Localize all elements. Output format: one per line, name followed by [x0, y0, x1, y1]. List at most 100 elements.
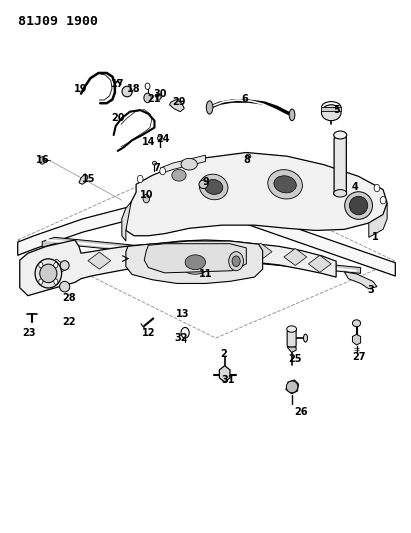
Polygon shape: [287, 329, 296, 347]
Ellipse shape: [334, 131, 347, 139]
Circle shape: [156, 94, 161, 100]
Text: 4: 4: [351, 182, 358, 192]
Ellipse shape: [303, 334, 307, 342]
Text: 15: 15: [83, 174, 96, 184]
Text: 22: 22: [62, 317, 76, 327]
Polygon shape: [249, 243, 272, 260]
Polygon shape: [79, 174, 88, 184]
Ellipse shape: [152, 161, 157, 165]
Text: 2: 2: [220, 349, 227, 359]
Text: 31: 31: [221, 375, 235, 385]
Text: 7: 7: [153, 164, 160, 173]
Text: 13: 13: [176, 309, 190, 319]
Text: 21: 21: [148, 94, 161, 104]
Polygon shape: [210, 240, 233, 257]
Text: 28: 28: [62, 293, 76, 303]
Text: 32: 32: [174, 333, 188, 343]
Text: 3: 3: [367, 285, 374, 295]
Polygon shape: [122, 202, 131, 241]
Text: 20: 20: [111, 113, 125, 123]
Circle shape: [143, 195, 150, 203]
Ellipse shape: [353, 320, 360, 327]
Ellipse shape: [181, 158, 197, 170]
Polygon shape: [45, 259, 68, 276]
Polygon shape: [161, 155, 206, 174]
Polygon shape: [170, 242, 192, 259]
Text: 26: 26: [295, 407, 308, 417]
Text: 5: 5: [333, 105, 339, 115]
Polygon shape: [126, 241, 263, 284]
Polygon shape: [88, 252, 111, 269]
Ellipse shape: [122, 86, 132, 97]
Circle shape: [137, 175, 143, 183]
Text: 29: 29: [172, 97, 186, 107]
Polygon shape: [284, 248, 307, 265]
Text: 16: 16: [35, 156, 49, 165]
Circle shape: [39, 262, 43, 268]
Ellipse shape: [157, 136, 162, 140]
Ellipse shape: [349, 196, 368, 215]
Polygon shape: [46, 239, 356, 272]
Ellipse shape: [40, 264, 57, 282]
Circle shape: [144, 93, 151, 103]
Text: 1: 1: [372, 232, 378, 243]
Circle shape: [229, 252, 243, 271]
Ellipse shape: [199, 180, 208, 189]
Circle shape: [232, 256, 240, 266]
Text: 10: 10: [140, 190, 153, 200]
Text: 18: 18: [127, 84, 141, 94]
Polygon shape: [334, 135, 346, 195]
Ellipse shape: [185, 255, 206, 270]
Ellipse shape: [268, 169, 302, 199]
Polygon shape: [286, 380, 298, 394]
Polygon shape: [170, 100, 184, 112]
Circle shape: [39, 279, 43, 284]
Text: 24: 24: [156, 134, 169, 144]
Text: 17: 17: [111, 78, 125, 88]
Polygon shape: [42, 237, 360, 273]
Ellipse shape: [334, 190, 347, 197]
Polygon shape: [287, 347, 296, 352]
Polygon shape: [369, 203, 387, 237]
Text: 14: 14: [142, 137, 155, 147]
Circle shape: [145, 83, 150, 90]
Text: 9: 9: [202, 176, 209, 187]
Text: 81J09 1900: 81J09 1900: [18, 14, 98, 28]
Ellipse shape: [172, 169, 186, 181]
Ellipse shape: [246, 154, 251, 158]
Polygon shape: [20, 240, 336, 296]
Ellipse shape: [287, 326, 296, 332]
Text: 8: 8: [243, 156, 250, 165]
Ellipse shape: [286, 381, 298, 393]
Ellipse shape: [179, 251, 212, 274]
Text: 6: 6: [241, 94, 248, 104]
Polygon shape: [129, 246, 152, 263]
Ellipse shape: [205, 180, 223, 195]
Polygon shape: [353, 334, 360, 345]
Circle shape: [54, 262, 58, 268]
Text: 19: 19: [74, 84, 88, 94]
Circle shape: [374, 184, 380, 192]
Polygon shape: [344, 272, 377, 289]
Polygon shape: [126, 152, 387, 236]
Polygon shape: [144, 244, 246, 273]
Circle shape: [160, 167, 166, 175]
Ellipse shape: [206, 101, 213, 114]
Text: 23: 23: [22, 328, 36, 338]
Ellipse shape: [60, 261, 69, 270]
Ellipse shape: [199, 174, 228, 200]
Text: 11: 11: [199, 270, 212, 279]
Polygon shape: [219, 366, 230, 382]
Circle shape: [39, 157, 45, 164]
Ellipse shape: [35, 259, 62, 288]
Ellipse shape: [60, 281, 70, 292]
Text: 25: 25: [289, 354, 302, 364]
Text: 27: 27: [352, 352, 365, 361]
Circle shape: [380, 197, 386, 204]
Text: 12: 12: [142, 328, 155, 338]
Polygon shape: [18, 192, 395, 276]
Polygon shape: [321, 108, 341, 111]
Ellipse shape: [321, 105, 341, 120]
Ellipse shape: [274, 176, 296, 193]
Ellipse shape: [289, 109, 295, 120]
